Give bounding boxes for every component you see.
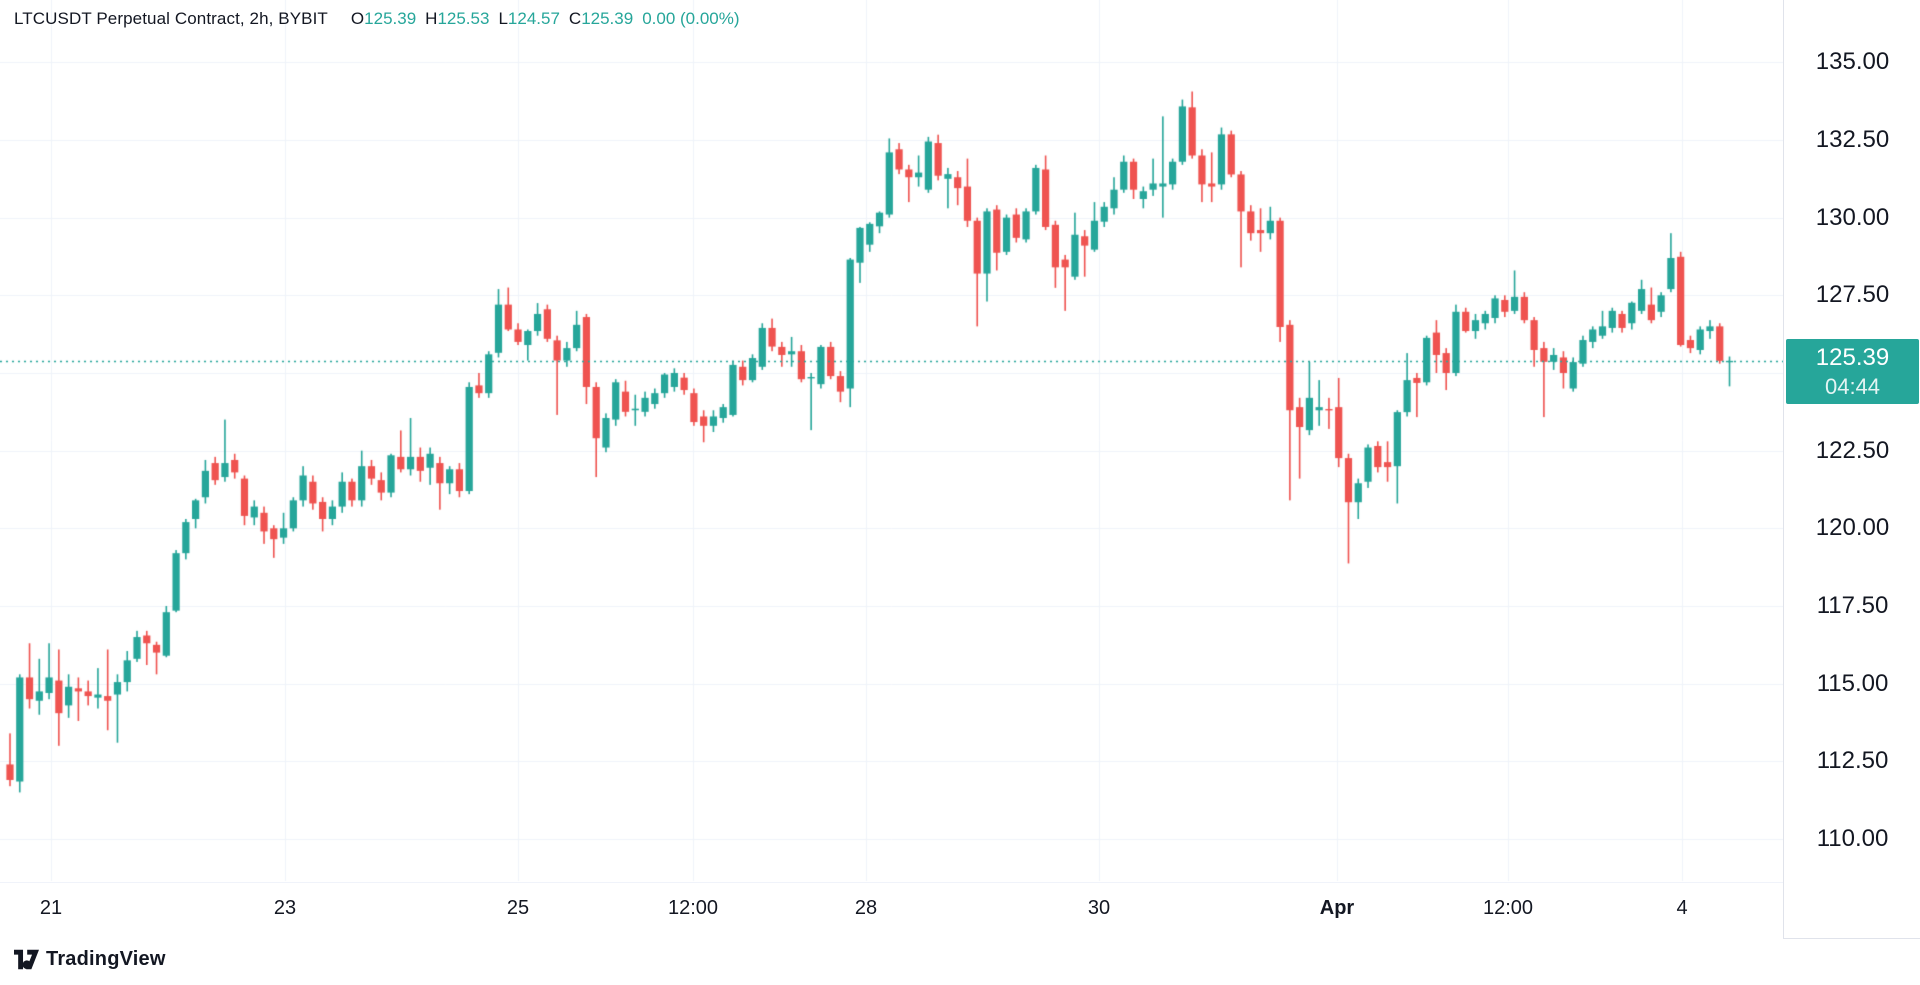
price-axis-label: 132.50	[1815, 125, 1890, 153]
price-axis-label: 115.00	[1816, 669, 1889, 697]
time-axis-label: 12:00	[1482, 897, 1534, 919]
open-value: 125.39	[364, 9, 417, 28]
time-axis-label: 4	[1676, 897, 1688, 919]
close-label: C	[568, 9, 582, 28]
last-price-value: 125.39	[1815, 343, 1890, 371]
bar-countdown: 04:44	[1824, 373, 1881, 399]
chart-pane[interactable]	[0, 0, 1783, 938]
price-axis[interactable]: 125.39 04:44 135.00 132.50 130.00 127.50 122…	[1783, 0, 1920, 938]
price-axis-label: 112.50	[1816, 747, 1889, 775]
price-axis-label: 135.00	[1815, 48, 1890, 76]
price-axis-label: 122.50	[1815, 436, 1890, 464]
time-axis-label: Apr	[1319, 897, 1355, 919]
last-price-label[interactable]: 125.39 04:44	[1786, 338, 1919, 404]
time-axis[interactable]: 21 23 25 12:00 28 30 Apr 12:00 4	[0, 882, 1783, 939]
close-value: 125.39	[581, 9, 634, 28]
time-axis-label: 25	[506, 897, 530, 919]
high-label: H	[425, 9, 438, 28]
price-axis-label: 110.00	[1816, 825, 1889, 852]
tradingview-logo-text: TradingView	[46, 948, 166, 970]
symbol-title[interactable]: LTCUSDT Perpetual Contract, 2h, BYBIT	[14, 9, 328, 28]
high-value: 125.53	[437, 9, 490, 28]
time-axis-label: 12:00	[667, 897, 719, 919]
time-axis-label: 28	[854, 897, 878, 919]
tradingview-logo[interactable]: TradingView	[14, 948, 166, 971]
price-axis-label: 130.00	[1815, 203, 1890, 231]
change-value: 0.00 (0.00%)	[642, 9, 740, 28]
time-axis-label: 30	[1087, 897, 1111, 919]
time-axis-label: 21	[39, 897, 63, 919]
tradingview-logo-icon	[14, 949, 39, 970]
open-label: O	[350, 9, 365, 28]
time-axis-label: 23	[273, 897, 297, 919]
low-value: 124.57	[507, 9, 560, 28]
price-axis-label: 120.00	[1815, 514, 1890, 542]
price-axis-label: 127.50	[1815, 281, 1890, 309]
low-label: L	[498, 9, 508, 28]
price-axis-label: 117.50	[1816, 591, 1889, 619]
